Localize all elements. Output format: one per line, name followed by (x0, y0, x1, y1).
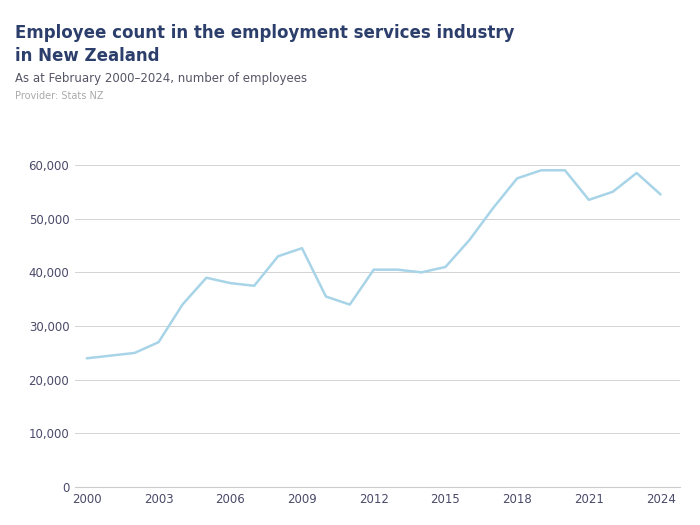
Text: Provider: Stats NZ: Provider: Stats NZ (15, 91, 103, 101)
Text: in New Zealand: in New Zealand (15, 47, 159, 65)
Text: Employee count in the employment services industry: Employee count in the employment service… (15, 24, 514, 41)
Text: figure.nz: figure.nz (584, 19, 668, 37)
Text: As at February 2000–2024, number of employees: As at February 2000–2024, number of empl… (15, 72, 307, 86)
